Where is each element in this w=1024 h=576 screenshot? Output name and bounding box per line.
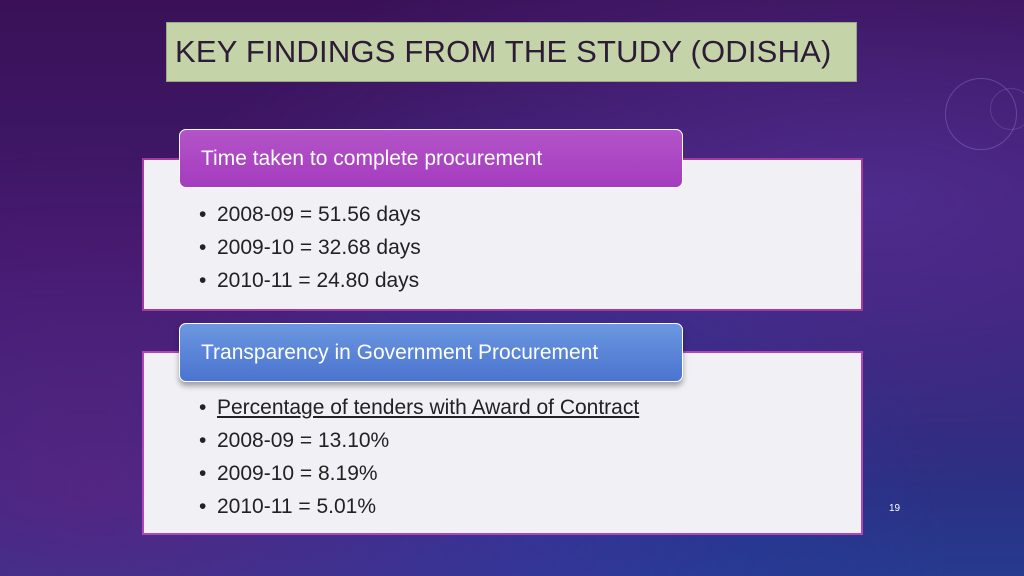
slide-title-box: KEY FINDINGS FROM THE STUDY (ODISHA): [166, 22, 857, 82]
list-item: • 2010-11 = 24.80 days: [199, 264, 421, 297]
section2-header: Transparency in Government Procurement: [179, 323, 683, 382]
list-item: • 2009-10 = 8.19%: [199, 457, 639, 490]
list-item: • 2010-11 = 5.01%: [199, 490, 639, 523]
section2-bullet-list: • Percentage of tenders with Award of Con…: [199, 391, 639, 523]
page-number: 19: [889, 503, 901, 514]
bullet-icon: •: [199, 429, 207, 452]
bullet-icon: •: [199, 396, 207, 419]
list-item: • 2009-10 = 32.68 days: [199, 231, 421, 264]
list-item: • 2008-09 = 51.56 days: [199, 198, 421, 231]
section1-header: Time taken to complete procurement: [179, 129, 683, 188]
section1-bullet-list: • 2008-09 = 51.56 days • 2009-10 = 32.68 d…: [199, 198, 421, 297]
bullet-icon: •: [199, 236, 207, 259]
bullet-icon: •: [199, 269, 207, 292]
bullet-icon: •: [199, 495, 207, 518]
list-item: • Percentage of tenders with Award of Con…: [199, 391, 639, 424]
list-item: • 2008-09 = 13.10%: [199, 424, 639, 457]
slide-title: KEY FINDINGS FROM THE STUDY (ODISHA): [175, 34, 832, 69]
decorative-ring-small: [990, 88, 1024, 130]
bullet-icon: •: [199, 462, 207, 485]
bullet-icon: •: [199, 203, 207, 226]
